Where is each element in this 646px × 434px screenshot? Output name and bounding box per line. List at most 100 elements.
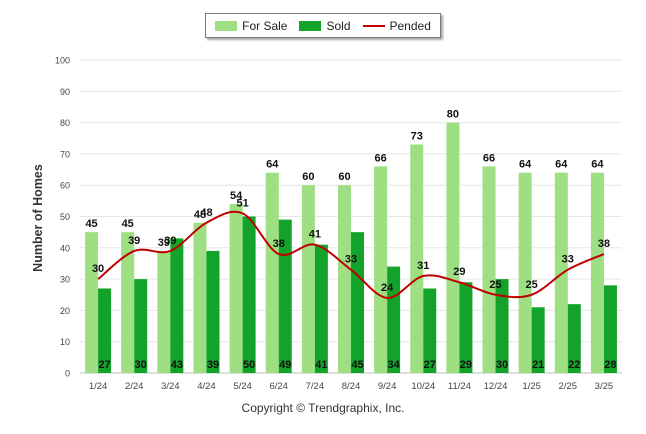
x-tick-label-3/24: 3/24 [161,381,180,392]
x-tick-label-8/24: 8/24 [342,381,361,392]
label-pended-11/24: 29 [453,266,465,278]
legend-label-sold: Sold [326,18,351,33]
bar-sold-2/24 [134,279,148,373]
copyright-credit: Copyright © Trendgraphix, Inc. [241,401,405,415]
bars [85,122,617,373]
label-for-sale-3/24: 39 [158,237,170,249]
bar-sold-8/24 [351,232,364,373]
label-pended-12/24: 25 [489,279,501,291]
bar-sold-5/24 [242,216,256,373]
bar-for-sale-2/24 [121,232,135,373]
label-for-sale-10/24: 73 [411,131,423,143]
label-sold-1/25: 21 [532,359,544,371]
label-pended-6/24: 38 [273,238,285,250]
bar-for-sale-11/24 [446,122,460,373]
label-for-sale-5/24: 54 [230,190,243,202]
y-tick-label-80: 80 [60,118,70,128]
label-pended-2/24: 39 [128,235,140,247]
bar-sold-6/24 [278,219,292,373]
bar-sold-3/24 [170,238,184,373]
label-sold-2/24: 30 [135,359,147,371]
bar-for-sale-1/24 [85,232,99,373]
y-tick-label-40: 40 [60,243,70,253]
legend-item-sold[interactable]: Sold [299,18,351,33]
bar-for-sale-6/24 [265,172,279,373]
x-tick-label-9/24: 9/24 [378,381,397,392]
y-tick-label-70: 70 [60,149,70,159]
x-tick-label-3/25: 3/25 [595,381,614,392]
bar-for-sale-1/25 [518,172,532,373]
label-for-sale-1/24: 45 [85,218,97,230]
bar-sold-4/24 [206,250,220,373]
bar-sold-2/25 [567,304,581,373]
label-sold-7/24: 41 [315,359,327,371]
label-pended-4/24: 48 [200,207,212,219]
bar-sold-1/25 [531,307,545,373]
bar-for-sale-7/24 [301,185,315,373]
y-tick-label-20: 20 [60,306,70,316]
label-sold-10/24: 27 [424,359,436,371]
y-tick-label-50: 50 [60,212,70,222]
bar-for-sale-10/24 [410,144,424,373]
legend-item-for-sale[interactable]: For Sale [215,19,287,33]
label-for-sale-3/25: 64 [591,159,604,171]
y-tick-label-90: 90 [60,87,70,97]
y-axis-label: Number of Homes [31,164,45,272]
x-tick-label-6/24: 6/24 [269,381,288,392]
x-tick-label-10/24: 10/24 [411,381,435,392]
bar-sold-7/24 [314,244,328,373]
label-sold-1/24: 27 [98,359,110,371]
label-pended-2/25: 33 [562,254,574,266]
x-tick-label-2/24: 2/24 [125,381,144,392]
bar-sold-3/25 [603,285,617,373]
label-sold-6/24: 49 [279,359,291,371]
x-tick-label-7/24: 7/24 [306,381,325,392]
label-sold-2/25: 22 [568,359,580,371]
bar-for-sale-8/24 [338,185,351,373]
legend-label-for-sale: For Sale [242,18,288,33]
label-pended-5/24: 51 [236,197,248,209]
label-for-sale-2/24: 45 [122,218,134,230]
x-axis-ticks: 1/24 2/24 3/24 4/24 5/24 6/24 7/24 8/24 9/24 10/2… [89,381,613,392]
legend: For Sale Sold Pended [205,13,441,38]
label-sold-8/24: 45 [351,359,363,371]
pended-swatch [362,24,385,27]
label-pended-3/25: 38 [598,238,610,250]
pended-line [97,210,605,299]
y-tick-label-60: 60 [60,181,70,191]
bar-sold-10/24 [423,288,437,373]
for-sale-swatch [215,20,238,31]
bar-sold-9/24 [387,266,401,373]
label-for-sale-1/25: 64 [519,159,532,171]
label-pended-3/24: 39 [164,235,176,247]
bar-sold-12/24 [495,279,509,373]
legend-item-pended[interactable]: Pended [362,18,431,33]
label-pended-9/24: 24 [381,282,394,294]
label-sold-11/24: 29 [460,359,472,371]
label-sold-9/24: 34 [388,359,401,371]
y-tick-label-30: 30 [60,275,70,285]
label-for-sale-2/25: 64 [555,159,568,171]
x-tick-label-1/25: 1/25 [522,381,541,392]
y-axis-ticks: 0 10 20 30 40 50 60 70 80 90 100 [55,56,70,379]
label-sold-3/24: 43 [171,359,183,371]
bar-for-sale-5/24 [229,203,243,373]
bar-for-sale-4/24 [193,222,207,373]
label-sold-12/24: 30 [496,359,508,371]
data-labels: 45 27 45 30 39 43 48 39 54 50 64 49 60 41 60 45 66 34 73 27… [85,109,616,371]
label-for-sale-11/24: 80 [447,109,459,121]
bar-for-sale-3/24 [157,250,171,373]
label-for-sale-4/24: 48 [194,209,206,221]
x-tick-label-1/24: 1/24 [89,381,108,392]
label-for-sale-6/24: 64 [266,159,279,171]
bar-sold-11/24 [459,282,473,373]
label-pended-10/24: 31 [417,260,429,272]
x-tick-label-5/24: 5/24 [233,381,252,392]
label-for-sale-8/24: 60 [338,171,350,183]
legend-label-pended: Pended [389,18,431,33]
label-pended-1/24: 30 [92,263,104,275]
x-tick-label-4/24: 4/24 [197,381,216,392]
label-for-sale-7/24: 60 [302,171,314,183]
y-tick-label-10: 10 [60,337,70,347]
